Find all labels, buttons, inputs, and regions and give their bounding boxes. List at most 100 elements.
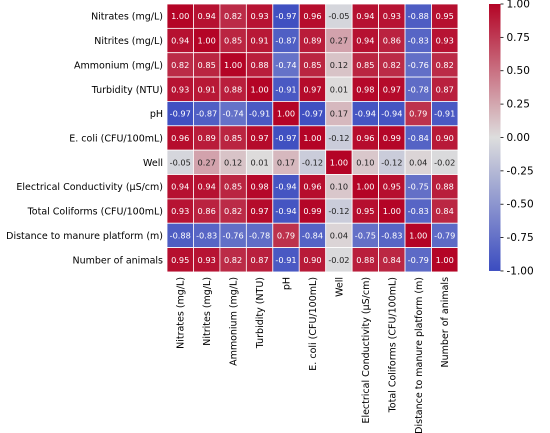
cell-value-label: 0.97 <box>303 84 321 94</box>
cell-value-label: 0.93 <box>436 36 454 46</box>
heatmap-cell <box>272 27 300 54</box>
row-label: pH <box>150 109 163 120</box>
heatmap-cell <box>431 247 459 273</box>
cell-value-label: 0.90 <box>436 133 454 143</box>
colorbar-tick-label: -0.50 <box>507 199 534 211</box>
cell-value-label: 0.94 <box>198 11 216 21</box>
cell-value-label: 0.01 <box>330 84 348 94</box>
cell-value-label: 0.94 <box>356 11 374 21</box>
heatmap-cell <box>378 101 406 127</box>
colorbar <box>489 4 501 271</box>
cell-value-label: 0.97 <box>383 84 401 94</box>
cell-value-label: -0.94 <box>381 109 402 119</box>
heatmap-cell <box>219 149 247 175</box>
column-label: Total Coliforms (CFU/100mL) <box>387 277 398 413</box>
cell-value-label: -0.97 <box>275 11 296 21</box>
cell-value-label: 0.01 <box>250 157 268 167</box>
cell-value-label: -0.94 <box>355 109 376 119</box>
cell-value-label: 0.89 <box>198 133 216 143</box>
cell-value-label: 1.00 <box>277 109 295 119</box>
cell-value-label: 0.95 <box>383 182 401 192</box>
heatmap-cell <box>219 27 247 54</box>
heatmap-cell <box>245 76 274 102</box>
heatmap-cell <box>219 101 247 127</box>
heatmap-cell <box>298 222 327 249</box>
cell-value-label: -0.12 <box>328 206 349 216</box>
heatmap-cell <box>431 3 459 29</box>
colorbar-tick-label: 0.25 <box>507 99 530 111</box>
colorbar-tick-label: 0.75 <box>507 32 530 44</box>
row-label: Total Coliforms (CFU/100mL) <box>27 207 163 218</box>
cell-value-label: 0.88 <box>224 84 242 94</box>
heatmap-cell <box>431 27 459 54</box>
cell-value-label: -0.91 <box>249 109 270 119</box>
colorbar-tick-label: 1.00 <box>507 0 530 11</box>
cell-value-label: 1.00 <box>171 11 189 21</box>
cell-value-label: -0.78 <box>249 230 270 240</box>
cell-value-label: 0.93 <box>171 206 189 216</box>
heatmap-cell <box>193 101 221 127</box>
cell-value-label: 0.90 <box>303 255 321 265</box>
cell-value-label: 0.94 <box>198 182 216 192</box>
heatmap-cell <box>272 52 300 78</box>
heatmap-cell <box>431 222 459 249</box>
cell-value-label: 0.84 <box>436 206 454 216</box>
heatmap-cell <box>298 247 327 273</box>
column-label: Well <box>334 277 345 297</box>
heatmap-cell <box>351 149 379 175</box>
heatmap-cell <box>351 247 379 273</box>
cell-value-label: -0.78 <box>408 84 429 94</box>
heatmap-cell <box>404 149 432 175</box>
heatmap-cell <box>325 101 353 127</box>
cell-value-label: 0.04 <box>330 230 348 240</box>
heatmap-cell <box>298 3 327 29</box>
heatmap-cell <box>245 222 274 249</box>
cell-value-label: -0.88 <box>408 11 429 21</box>
cell-value-label: 0.86 <box>383 36 401 46</box>
cell-value-label: 0.94 <box>171 182 189 192</box>
cell-value-label: 0.87 <box>250 255 268 265</box>
cell-value-label: 0.82 <box>436 60 454 70</box>
row-label: Electrical Conductivity (µS/cm) <box>16 182 163 193</box>
cell-value-label: 1.00 <box>250 84 268 94</box>
column-label: Electrical Conductivity (µS/cm) <box>361 277 372 424</box>
cell-value-label: 0.10 <box>330 182 348 192</box>
cell-value-label: -0.84 <box>408 133 429 143</box>
cell-value-label: -0.74 <box>223 109 244 119</box>
heatmap-cell <box>166 3 194 29</box>
cell-value-label: 0.17 <box>330 109 348 119</box>
heatmap-cell <box>166 125 194 151</box>
cell-value-label: 0.99 <box>383 133 401 143</box>
cell-value-label: 0.79 <box>409 109 427 119</box>
row-labels: Nitrates (mg/L) Nitrites (mg/L) Ammonium (… <box>6 12 163 267</box>
cell-value-label: 0.95 <box>436 11 454 21</box>
heatmap-cell <box>404 27 432 54</box>
heatmap-cell <box>272 222 300 249</box>
cell-value-label: 0.85 <box>198 60 216 70</box>
cell-value-label: 0.98 <box>250 182 268 192</box>
cell-value-label: 1.00 <box>224 60 242 70</box>
cell-value-label: -0.02 <box>434 157 455 167</box>
heatmap-cell <box>166 198 194 224</box>
cell-value-label: -0.83 <box>196 230 217 240</box>
colorbar-ticks: 1.00 0.75 0.50 0.25 0.00 -0.25 -0.50 -0.75 -1.00 <box>500 0 534 277</box>
cell-value-label: 1.00 <box>303 133 321 143</box>
heatmap-cell <box>404 247 432 273</box>
cell-value-label: 1.00 <box>198 36 216 46</box>
cell-value-label: -0.91 <box>275 84 296 94</box>
cell-value-label: 1.00 <box>383 206 401 216</box>
cell-value-label: 0.85 <box>356 60 374 70</box>
heatmap-cell <box>193 3 221 29</box>
cell-value-label: -0.91 <box>275 255 296 265</box>
cell-value-label: -0.84 <box>302 230 323 240</box>
heatmap-cell <box>378 76 406 102</box>
cell-value-label: 0.94 <box>356 36 374 46</box>
cell-value-label: -0.76 <box>408 60 429 70</box>
heatmap-cell <box>431 174 459 200</box>
heatmap-cell <box>272 247 300 273</box>
cell-value-label: 0.12 <box>224 157 242 167</box>
cell-value-label: -0.94 <box>275 182 296 192</box>
row-label: Turbidity (NTU) <box>91 85 163 96</box>
heatmap-cell <box>272 101 300 127</box>
cell-value-label: 0.95 <box>356 206 374 216</box>
